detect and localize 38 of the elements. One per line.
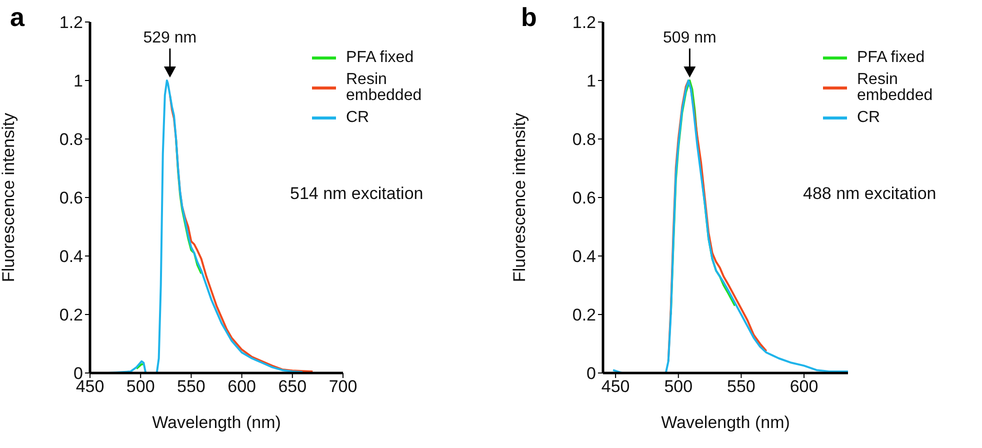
x-axis-title: Wavelength (nm): [152, 413, 281, 432]
x-tick-label: 550: [177, 377, 206, 396]
x-tick-label: 500: [126, 377, 155, 396]
y-tick-label: 0.4: [59, 247, 83, 266]
y-tick-label: 1: [586, 72, 596, 91]
y-axis-title: Fluorescence intensity: [0, 112, 18, 282]
y-tick-label: 0.6: [59, 188, 83, 208]
legend-label: PFA fixed: [857, 49, 926, 66]
x-tick-label: 550: [727, 377, 756, 396]
y-tick-label: 0.6: [572, 188, 596, 208]
y-axis-title: Fluorescence intensity: [510, 112, 530, 282]
y-tick-label: 1.2: [572, 13, 596, 32]
y-tick-label: 1: [74, 72, 83, 91]
annotation: 509 nm: [663, 30, 716, 46]
x-tick-label: 600: [790, 377, 818, 396]
annotation: 514 nm excitation: [290, 184, 424, 204]
x-tick-label: 500: [664, 377, 693, 396]
y-tick-label: 0.2: [572, 306, 596, 325]
legend-label: CR: [346, 109, 370, 126]
legend-label: PFA fixed: [346, 49, 415, 66]
chart-title: a: [10, 2, 24, 33]
y-tick-label: 1.2: [59, 13, 83, 32]
y-tick-label: 0.4: [572, 247, 596, 266]
x-tick-label: 600: [228, 377, 256, 396]
x-axis-title: Wavelength (nm): [661, 413, 790, 432]
legend-label: Resin embedded: [857, 71, 934, 104]
x-tick-label: 700: [328, 377, 358, 396]
legend-label: Resin embedded: [346, 71, 423, 104]
y-tick-label: 0.8: [572, 130, 596, 150]
x-tick-label: 450: [601, 377, 630, 396]
annotation: 529 nm: [143, 30, 197, 46]
y-tick-label: 0.2: [59, 306, 83, 325]
annotation: 488 nm excitation: [803, 184, 936, 204]
chart-title: b: [521, 2, 537, 33]
legend-label: CR: [857, 109, 882, 126]
x-tick-label: 650: [278, 377, 307, 396]
y-tick-label: 0: [586, 364, 596, 384]
y-tick-label: 0.8: [59, 130, 83, 150]
